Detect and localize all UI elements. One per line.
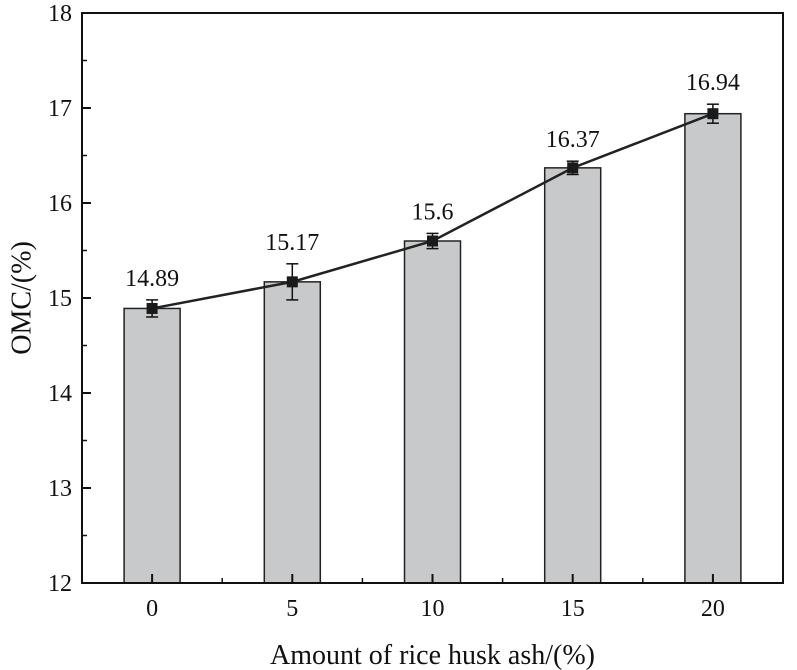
bar — [403, 240, 462, 584]
data-point-marker — [286, 276, 298, 288]
bar — [123, 307, 181, 584]
bar — [263, 281, 322, 584]
bars-group — [123, 112, 742, 584]
bar — [543, 167, 602, 584]
data-label: 15.6 — [412, 199, 454, 225]
y-tick-label: 16 — [48, 191, 72, 217]
x-axis-title: Amount of rice husk ash/(%) — [270, 640, 595, 670]
data-point-marker — [146, 302, 158, 314]
data-point-marker — [707, 108, 719, 120]
y-tick-label: 18 — [48, 1, 72, 27]
data-label: 14.89 — [125, 266, 179, 292]
bar — [684, 112, 742, 584]
data-point-marker — [567, 162, 579, 174]
line-series-group — [146, 108, 719, 314]
y-tick-label: 15 — [48, 286, 72, 312]
data-point-marker — [427, 235, 438, 247]
y-tick-label: 12 — [48, 571, 72, 597]
data-label: 15.17 — [265, 230, 319, 256]
y-axis: 12 13 14 15 16 17 18 — [48, 1, 91, 597]
x-tick-label: 15 — [561, 596, 585, 622]
y-axis-title: OMC/(%) — [7, 241, 38, 355]
x-tick-label: 10 — [421, 596, 445, 622]
data-label: 16.94 — [686, 70, 740, 96]
x-tick-label: 0 — [146, 596, 158, 622]
y-tick-label: 14 — [48, 381, 72, 407]
x-tick-label: 5 — [286, 596, 298, 622]
y-tick-label: 17 — [48, 96, 72, 122]
y-tick-label: 13 — [48, 476, 72, 502]
data-label: 16.37 — [546, 127, 600, 153]
x-axis: 0 5 10 15 20 — [146, 574, 725, 622]
data-labels-group: 14.89 15.17 15.6 16.37 16.94 — [125, 70, 740, 292]
x-tick-label: 20 — [701, 596, 725, 622]
